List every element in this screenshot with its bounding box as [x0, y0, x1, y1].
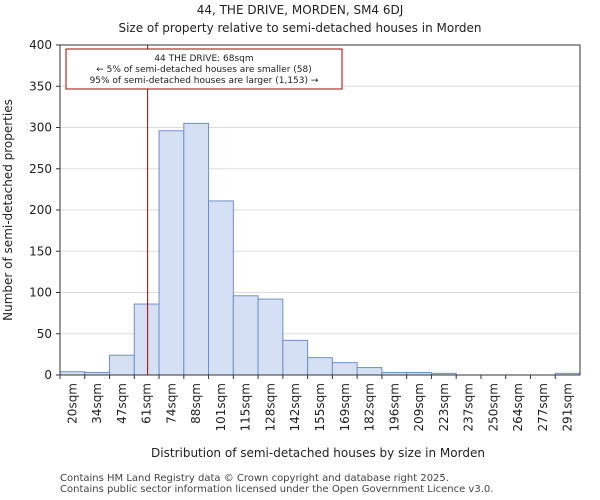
x-tick-label: 209sqm — [412, 383, 426, 431]
x-tick-label: 74sqm — [164, 383, 178, 424]
y-axis: 0 50 100 150 200 250 300 350 400 — [29, 38, 60, 382]
x-tick-label: 196sqm — [387, 383, 401, 431]
histogram-bar — [158, 130, 185, 376]
bars-group — [59, 122, 581, 376]
y-tick-label: 150 — [29, 244, 52, 258]
x-tick-label: 142sqm — [288, 383, 302, 431]
chart-subtitle: Size of property relative to semi-detach… — [118, 21, 481, 35]
x-tick-label: 101sqm — [214, 383, 228, 431]
x-tick-label: 169sqm — [338, 383, 352, 431]
x-tick-label: 128sqm — [263, 383, 277, 431]
x-tick-label: 88sqm — [189, 383, 203, 424]
annotation-line-3: 95% of semi-detached houses are larger (… — [90, 76, 319, 86]
x-tick-label: 264sqm — [511, 383, 525, 431]
histogram-bar — [257, 298, 284, 376]
y-tick-label: 200 — [29, 203, 52, 217]
y-tick-label: 400 — [29, 38, 52, 52]
histogram-bar — [307, 357, 333, 376]
y-tick-label: 250 — [29, 162, 52, 176]
x-tick-label: 61sqm — [140, 383, 154, 424]
x-tick-label: 20sqm — [65, 383, 79, 424]
x-axis: 20sqm 34sqm 47sqm 61sqm 74sqm 88sqm 101sqm 115s… — [59, 375, 575, 431]
histogram-bar — [356, 367, 383, 376]
histogram-bar — [183, 122, 210, 376]
x-tick-label: 277sqm — [536, 383, 550, 431]
histogram-bar — [208, 200, 234, 376]
x-tick-label: 155sqm — [313, 383, 327, 431]
plot-frame — [59, 44, 581, 376]
annotation-box: 44 THE DRIVE: 68sqm ← 5% of semi-detache… — [65, 48, 343, 90]
histogram-bar — [331, 362, 358, 376]
x-tick-label: 250sqm — [486, 383, 500, 431]
x-axis-label: Distribution of semi-detached houses by … — [151, 446, 485, 460]
x-tick-label: 291sqm — [561, 383, 575, 431]
x-tick-label: 223sqm — [437, 383, 451, 431]
y-axis-label: Number of semi-detached properties — [1, 99, 15, 321]
histogram-bar — [232, 295, 259, 376]
y-tick-label: 50 — [37, 327, 52, 341]
x-tick-label: 115sqm — [239, 383, 253, 431]
footer-copyright: Contains HM Land Registry data © Crown c… — [60, 473, 449, 484]
histogram-bar — [282, 339, 309, 376]
x-tick-label: 237sqm — [462, 383, 476, 431]
y-tick-label: 0 — [44, 368, 52, 382]
x-tick-label: 34sqm — [90, 383, 104, 424]
y-tick-label: 350 — [29, 79, 52, 93]
histogram-bar — [133, 303, 160, 376]
annotation-line-1: 44 THE DRIVE: 68sqm — [154, 54, 253, 64]
y-tick-label: 100 — [29, 286, 52, 300]
x-tick-label: 182sqm — [363, 383, 377, 431]
chart-title: 44, THE DRIVE, MORDEN, SM4 6DJ — [197, 3, 404, 17]
footer-licence: Contains public sector information licen… — [60, 484, 494, 495]
histogram-bar — [109, 354, 135, 376]
x-tick-label: 47sqm — [115, 383, 129, 424]
annotation-line-2: ← 5% of semi-detached houses are smaller… — [96, 65, 312, 75]
y-tick-label: 300 — [29, 121, 52, 135]
